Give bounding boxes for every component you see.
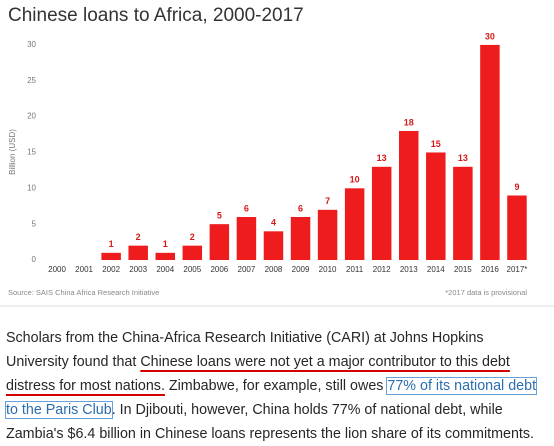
x-tick-label: 2006 <box>210 265 228 274</box>
link[interactable]: 77% of its national debt to the Paris Cl… <box>4 377 538 419</box>
note: *2017 data is provisional <box>445 288 527 297</box>
x-tick-label: 2009 <box>292 265 310 274</box>
value-label: 9 <box>514 182 519 192</box>
x-tick-label: 2001 <box>75 265 93 274</box>
x-tick-label: 2004 <box>156 265 174 274</box>
value-label: 15 <box>431 139 441 149</box>
value-label: 13 <box>377 153 387 163</box>
y-tick-label: 20 <box>27 112 36 121</box>
value-label: 1 <box>163 239 168 249</box>
bar <box>263 231 284 260</box>
value-label: 2 <box>136 232 141 242</box>
bar <box>480 44 500 260</box>
value-label: 6 <box>298 203 303 213</box>
x-tick-label: 2012 <box>373 265 391 274</box>
x-tick-label: 2010 <box>319 265 337 274</box>
bar <box>453 166 473 260</box>
y-tick-label: 5 <box>32 219 37 228</box>
x-tick-label: 2000 <box>48 265 66 274</box>
x-tick-label: 2003 <box>129 265 147 274</box>
bar <box>155 252 175 260</box>
text: Zimbabwe, for example, still owes <box>164 378 388 394</box>
bar <box>344 188 365 260</box>
y-tick-label: 15 <box>27 148 36 157</box>
x-tick-label: 2013 <box>400 265 418 274</box>
y-tick-label: 10 <box>27 183 36 192</box>
x-tick-label: 2011 <box>346 265 364 274</box>
value-label: 7 <box>325 196 330 206</box>
bar <box>371 166 392 260</box>
bar <box>317 209 338 260</box>
value-label: 6 <box>244 203 249 213</box>
value-label: 13 <box>458 153 468 163</box>
highlight: Chinese loans were not yet a major contr… <box>6 354 510 394</box>
bar <box>128 245 148 260</box>
text: . In Djibouti, however, China holds 77% … <box>6 402 534 442</box>
value-label: 10 <box>350 175 360 185</box>
value-label: 1 <box>109 239 114 249</box>
chart-title: Chinese loans to Africa, 2000-2017 <box>8 5 304 26</box>
value-label: 5 <box>217 211 222 221</box>
bar <box>399 130 419 260</box>
bar <box>209 224 230 260</box>
bar <box>182 245 203 260</box>
y-axis-label: Billion (USD) <box>8 129 17 175</box>
x-tick-label: 2002 <box>102 265 120 274</box>
y-tick-label: 30 <box>27 40 36 49</box>
x-tick-label: 2015 <box>454 265 472 274</box>
value-label: 4 <box>271 218 276 228</box>
x-tick-label: 2016 <box>481 265 499 274</box>
x-tick-label: 2017* <box>507 265 528 274</box>
value-label: 2 <box>190 232 195 242</box>
chart: Chinese loans to Africa, 2000-2017 Billi… <box>0 5 554 307</box>
x-tick-label: 2014 <box>427 265 445 274</box>
source: Source: SAIS China Africa Research Initi… <box>8 288 159 297</box>
y-tick-label: 0 <box>32 255 37 264</box>
x-tick-label: 2007 <box>238 265 256 274</box>
text: Scholars from the China-Africa Research … <box>6 330 484 370</box>
x-tick-label: 2005 <box>183 265 201 274</box>
value-label: 30 <box>485 31 495 41</box>
bar <box>101 252 121 260</box>
bar <box>426 152 446 260</box>
y-tick-label: 25 <box>27 76 36 85</box>
bar <box>507 195 527 260</box>
bar <box>236 216 257 260</box>
x-tick-label: 2008 <box>265 265 283 274</box>
value-label: 18 <box>404 117 414 127</box>
article-paragraph: Scholars from the China-Africa Research … <box>4 326 550 446</box>
bar <box>290 216 311 260</box>
